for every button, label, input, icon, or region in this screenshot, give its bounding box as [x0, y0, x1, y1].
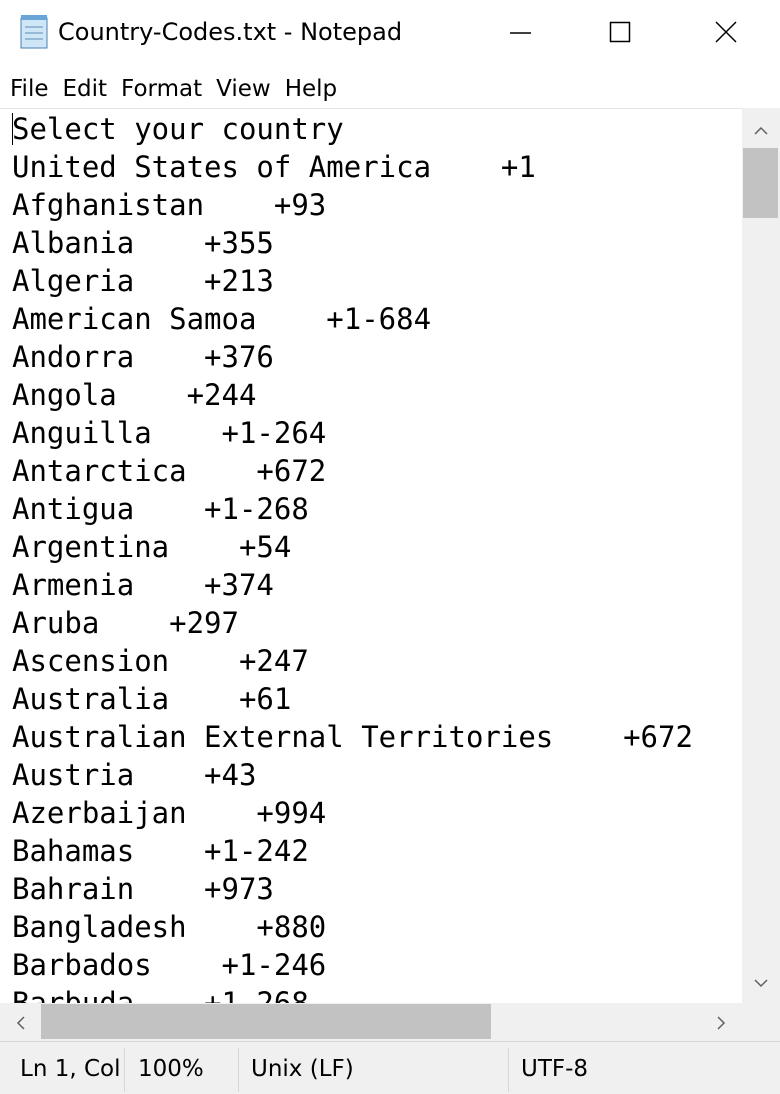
menu-item[interactable]: View — [216, 76, 271, 102]
text-line: Antarctica +672 — [12, 454, 327, 488]
vertical-scroll-thumb[interactable] — [743, 148, 778, 218]
text-line: Angola +244 — [12, 378, 257, 412]
text-line: American Samoa +1-684 — [12, 302, 432, 336]
cursor-position: Ln 1, Col — [20, 1056, 121, 1082]
text-line: Bangladesh +880 — [12, 910, 327, 944]
scroll-down-arrow[interactable] — [754, 979, 768, 988]
caret — [12, 113, 13, 145]
separator — [124, 1048, 125, 1092]
text-line: Azerbaijan +994 — [12, 796, 327, 830]
text-line: Barbados +1-246 — [12, 948, 327, 982]
text-line: Aruba +297 — [12, 606, 239, 640]
title-bar: Country-Codes.txt - Notepad — [0, 0, 780, 68]
zoom-level: 100% — [138, 1056, 204, 1082]
separator — [238, 1048, 239, 1092]
scroll-left-arrow[interactable] — [16, 1016, 25, 1030]
separator — [508, 1048, 509, 1092]
horizontal-scrollbar[interactable] — [0, 1003, 780, 1041]
text-line: Algeria +213 — [12, 264, 274, 298]
text-line: Afghanistan +93 — [12, 188, 327, 222]
text-line: Australia +61 — [12, 682, 292, 716]
horizontal-scroll-thumb[interactable] — [41, 1004, 491, 1039]
app-icon — [20, 15, 48, 49]
menu-bar: File Edit Format View Help — [0, 70, 780, 108]
menu-item[interactable]: Help — [284, 76, 338, 102]
line-ending: Unix (LF) — [251, 1056, 354, 1082]
vertical-scrollbar-parts — [743, 126, 778, 988]
text-line: Bahamas +1-242 — [12, 834, 309, 868]
menu-item[interactable]: Format — [121, 76, 203, 102]
scroll-up-arrow[interactable] — [754, 126, 768, 135]
menu-item[interactable]: Edit — [62, 76, 108, 102]
scroll-right-arrow[interactable] — [717, 1016, 726, 1030]
menu-item[interactable]: File — [10, 76, 49, 102]
text-line: United States of America +1 — [12, 150, 536, 184]
text-line: Armenia +374 — [12, 568, 274, 602]
text-line: Select your country — [12, 112, 344, 146]
close-button[interactable] — [715, 21, 737, 43]
text-line: Ascension +247 — [12, 644, 309, 678]
text-line: Austria +43 — [12, 758, 257, 792]
text-line: Anguilla +1-264 — [12, 416, 327, 450]
text-line: Andorra +376 — [12, 340, 274, 374]
status-bar: Ln 1, Col 100% Unix (LF) UTF-8 — [0, 1041, 780, 1094]
text-line: Antigua +1-268 — [12, 492, 309, 526]
encoding: UTF-8 — [521, 1056, 589, 1082]
text-line: Barbuda +1-268 — [12, 986, 309, 1004]
text-area[interactable]: Select your country United States of Amer… — [0, 108, 742, 1004]
text-line: Argentina +54 — [12, 530, 292, 564]
maximize-button[interactable] — [609, 21, 631, 43]
horizontal-scrollbar-parts — [16, 1004, 726, 1039]
vertical-scrollbar[interactable] — [742, 108, 780, 1003]
text-line: Bahrain +973 — [12, 872, 274, 906]
window-title: Country-Codes.txt - Notepad — [58, 18, 403, 46]
text-line: Albania +355 — [12, 226, 274, 260]
text-lines: Select your country United States of Amer… — [0, 109, 742, 1004]
text-line: Australian External Territories +672 — [12, 720, 693, 754]
